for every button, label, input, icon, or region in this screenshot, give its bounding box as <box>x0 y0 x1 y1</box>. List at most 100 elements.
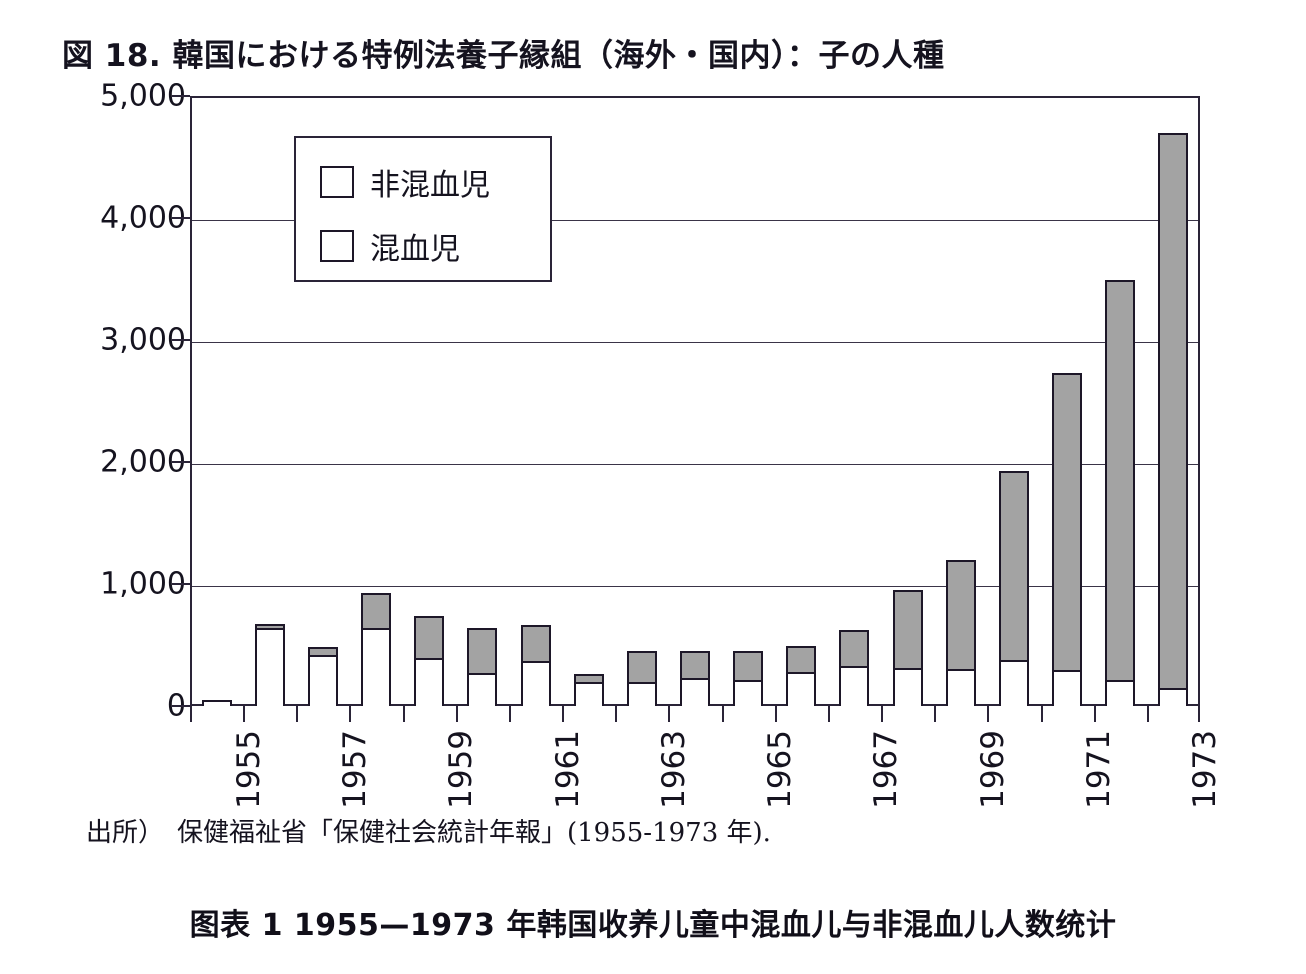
x-axis-tick-label: 1955 <box>230 730 267 809</box>
x-axis-tick-mark <box>1146 706 1149 722</box>
y-axis-tick-mark <box>172 461 190 463</box>
bar-segment-non-mixed <box>307 647 338 655</box>
bar-1972 <box>1105 280 1136 706</box>
x-axis-tick-mark <box>508 706 511 722</box>
gridline <box>192 586 1198 587</box>
bar-segment-mixed <box>201 699 232 706</box>
x-axis-tick-label: 1961 <box>549 730 586 809</box>
bar-segment-non-mixed <box>945 559 976 669</box>
page-title: 図 18. 韓国における特例法養子縁組（海外・国内）：子の人種 <box>62 38 945 74</box>
legend-swatch-white-filled-square <box>320 230 354 262</box>
bar-segment-non-mixed <box>573 674 604 682</box>
bar-segment-mixed <box>573 681 604 706</box>
bar-segment-mixed <box>1052 670 1083 706</box>
x-axis-tick-mark <box>243 706 246 722</box>
x-axis-tick-mark <box>1198 706 1200 722</box>
legend-entry-non-mixed: 非混血児 <box>320 160 490 204</box>
y-axis-tick-mark <box>172 339 190 341</box>
x-axis-tick-mark <box>934 706 937 722</box>
bar-1955 <box>201 699 232 706</box>
bar-segment-mixed <box>998 659 1029 706</box>
x-axis-tick-label: 1969 <box>974 730 1011 809</box>
bar-1966 <box>786 645 817 706</box>
y-axis-tick-label: 5,000 <box>100 78 186 114</box>
bar-1957 <box>307 647 338 706</box>
x-axis-tick-mark <box>987 706 990 722</box>
bar-segment-mixed <box>520 660 551 706</box>
x-axis-tick-label: 1959 <box>443 730 480 809</box>
bar-1962 <box>573 674 604 706</box>
bar-segment-mixed <box>361 627 392 706</box>
bar-1961 <box>520 625 551 706</box>
x-axis-tick-mark <box>190 706 192 722</box>
bar-segment-non-mixed <box>998 470 1029 660</box>
chart-legend: 非混血児 混血児 <box>294 136 552 282</box>
y-axis-tick-label: 2,000 <box>100 444 186 480</box>
bottom-caption: 图表 1 1955—1973 年韩国收养儿童中混血儿与非混血儿人数统计 <box>189 908 1117 943</box>
bar-1970 <box>998 470 1029 706</box>
bar-segment-non-mixed <box>414 615 445 659</box>
x-axis-tick-label: 1973 <box>1187 730 1224 809</box>
source-note: 出所） 保健福祉省「保健社会統計年報」(1955-1973 年). <box>86 818 771 848</box>
y-axis-tick-label: 3,000 <box>100 322 186 358</box>
bar-1963 <box>626 651 657 706</box>
bar-1960 <box>467 627 498 706</box>
bar-1973 <box>1158 132 1189 706</box>
bar-1968 <box>892 590 923 706</box>
bar-segment-non-mixed <box>361 592 392 628</box>
bar-segment-non-mixed <box>786 645 817 673</box>
bar-segment-non-mixed <box>1052 372 1083 671</box>
bar-segment-mixed <box>892 668 923 706</box>
x-axis-tick-label: 1957 <box>336 730 373 809</box>
x-axis-tick-mark <box>1093 706 1096 722</box>
x-axis-tick-label: 1971 <box>1081 730 1118 809</box>
bar-1969 <box>945 559 976 706</box>
bar-1964 <box>680 651 710 706</box>
bar-1967 <box>839 630 870 706</box>
x-axis-tick-mark <box>1040 706 1043 722</box>
x-axis-tick-label: 1965 <box>762 730 799 809</box>
bar-segment-mixed <box>467 673 498 706</box>
x-axis-tick-mark <box>402 706 405 722</box>
bar-segment-mixed <box>733 680 764 706</box>
bar-1959 <box>414 615 445 706</box>
x-axis-tick-mark <box>827 706 830 722</box>
bar-segment-mixed <box>626 681 657 706</box>
bar-segment-mixed <box>786 672 817 706</box>
y-axis-tick-mark <box>172 705 190 707</box>
bar-segment-mixed <box>1158 687 1189 706</box>
x-axis-tick-label: 1967 <box>868 730 905 809</box>
y-axis-tick-mark <box>172 95 190 97</box>
bar-1971 <box>1052 372 1083 706</box>
bar-segment-mixed <box>414 658 445 706</box>
gridline <box>192 342 1198 343</box>
bar-segment-non-mixed <box>1158 132 1189 688</box>
x-axis-tick-label: 1963 <box>655 730 692 809</box>
x-axis-tick-mark <box>615 706 618 722</box>
legend-entry-mixed: 混血児 <box>320 224 460 268</box>
bar-1956 <box>254 624 285 706</box>
y-axis-tick-mark <box>172 583 190 585</box>
legend-swatch-gray-filled-square <box>320 166 354 198</box>
x-axis-tick-mark <box>881 706 884 722</box>
x-axis-tick-mark <box>668 706 671 722</box>
y-axis-tick-label: 1,000 <box>100 566 186 602</box>
legend-label: 非混血児 <box>370 168 490 203</box>
gridline <box>192 220 1198 221</box>
x-axis-tick-mark <box>721 706 724 722</box>
bar-segment-non-mixed <box>254 624 285 628</box>
x-axis-tick-mark <box>774 706 777 722</box>
x-axis-tick-mark <box>562 706 565 722</box>
x-axis-tick-mark <box>349 706 352 722</box>
bar-segment-non-mixed <box>839 630 870 666</box>
bar-segment-mixed <box>254 627 285 706</box>
bar-segment-mixed <box>1105 680 1136 706</box>
x-axis: 1955 1957 1959 1961 1963 1965 1967 1969 1971 1973 <box>190 706 1223 816</box>
bar-segment-mixed <box>945 668 976 706</box>
bar-1965 <box>733 650 764 707</box>
bar-segment-non-mixed <box>733 650 764 681</box>
x-axis-tick-mark <box>455 706 458 722</box>
bar-segment-non-mixed <box>520 625 551 661</box>
bar-segment-non-mixed <box>892 590 923 669</box>
